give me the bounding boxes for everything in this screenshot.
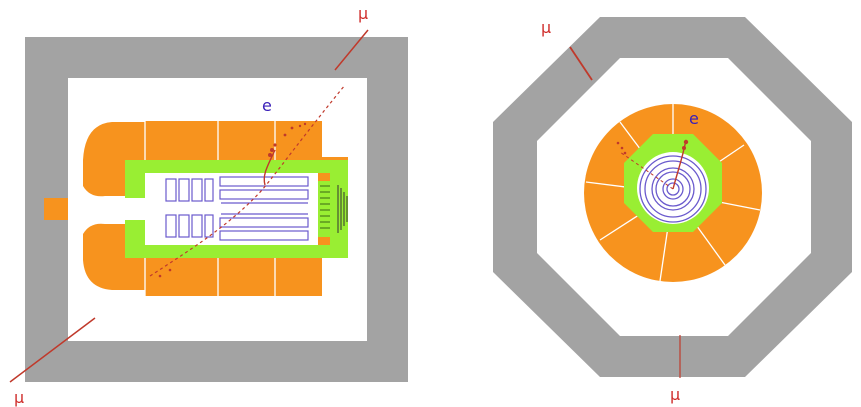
side-muon-label-bottom: μ — [14, 388, 24, 407]
end-electron-label: e — [689, 109, 699, 128]
end-tracks — [569, 46, 687, 378]
side-muon-yoke — [25, 37, 408, 382]
side-view: e μ μ — [9, 4, 408, 407]
side-beam-gap — [68, 198, 158, 220]
side-muon-label-top: μ — [358, 4, 368, 23]
side-tracker-area — [145, 173, 318, 245]
side-preshower — [125, 160, 348, 258]
end-tracker — [639, 155, 707, 223]
side-electron-label: e — [262, 96, 272, 115]
side-muon-track — [9, 29, 369, 383]
side-endcap-green — [318, 181, 332, 237]
side-endcap-strips — [337, 185, 348, 233]
end-muon-label-bottom: μ — [670, 385, 680, 404]
side-electron-hits — [158, 122, 307, 278]
end-electron-hits — [616, 139, 689, 155]
side-forward-block — [44, 198, 70, 220]
end-view: e μ μ — [493, 17, 852, 404]
end-muon-label-top: μ — [541, 18, 551, 37]
side-tracker — [165, 176, 309, 241]
side-endcap-bars — [320, 185, 330, 229]
